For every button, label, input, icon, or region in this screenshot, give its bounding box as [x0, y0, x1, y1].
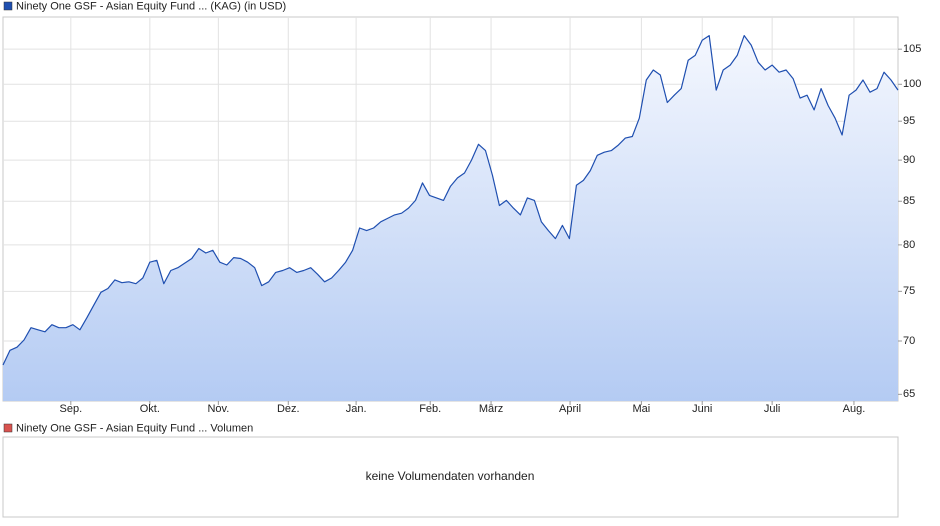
y-tick-label: 85	[903, 195, 915, 207]
legend-label: Ninety One GSF - Asian Equity Fund ... V…	[16, 422, 253, 434]
legend-swatch	[3, 423, 13, 433]
x-tick-label: Nov.	[207, 403, 229, 415]
area-fill	[3, 35, 898, 401]
x-tick-label: März	[479, 403, 503, 415]
y-tick-label: 105	[903, 43, 921, 55]
empty-message: keine Volumendaten vorhanden	[366, 469, 535, 483]
y-tick-label: 80	[903, 239, 915, 251]
x-tick-label: Okt.	[140, 403, 160, 415]
y-tick-label: 70	[903, 335, 915, 347]
x-tick-label: Sep.	[60, 403, 83, 415]
y-tick-label: 65	[903, 388, 915, 400]
y-tick-label: 100	[903, 78, 921, 90]
legend-label: Ninety One GSF - Asian Equity Fund ... (…	[16, 0, 286, 12]
x-tick-label: Dez.	[277, 403, 300, 415]
x-tick-label: Juli	[764, 403, 781, 415]
x-tick-label: Aug.	[843, 403, 866, 415]
x-tick-label: Juni	[692, 403, 712, 415]
x-tick-label: Feb.	[419, 403, 441, 415]
y-tick-label: 90	[903, 154, 915, 166]
legend-swatch	[3, 1, 13, 11]
volume-frame	[2, 436, 899, 518]
x-tick-label: April	[559, 403, 581, 415]
price-line	[2, 35, 899, 366]
x-tick-label: Mai	[633, 403, 651, 415]
y-tick-label: 75	[903, 285, 915, 297]
x-tick-label: Jan.	[346, 403, 367, 415]
y-tick-label: 95	[903, 115, 915, 127]
